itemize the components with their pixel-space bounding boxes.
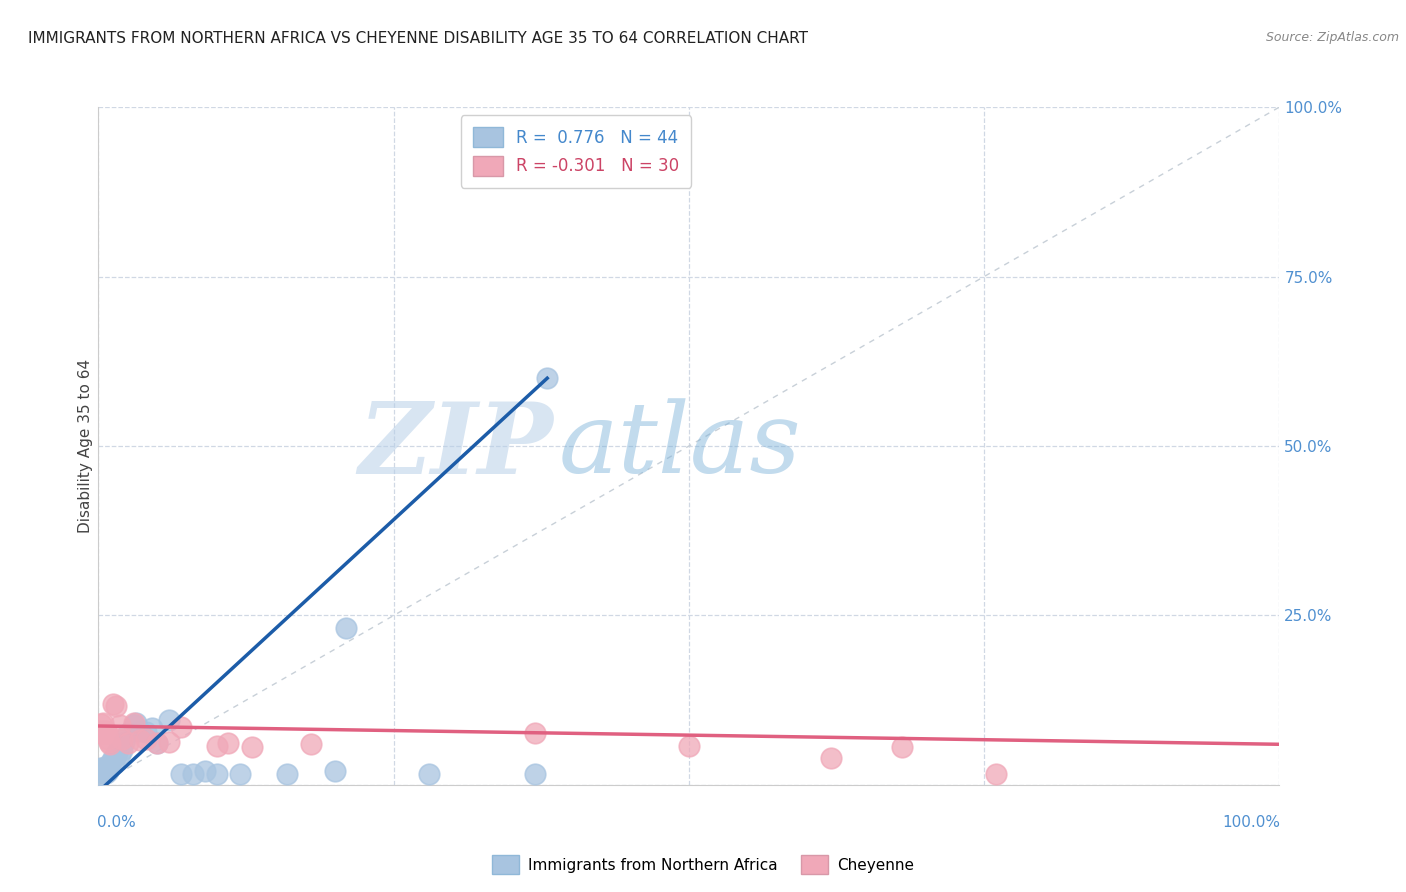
Text: IMMIGRANTS FROM NORTHERN AFRICA VS CHEYENNE DISABILITY AGE 35 TO 64 CORRELATION : IMMIGRANTS FROM NORTHERN AFRICA VS CHEYE… <box>28 31 808 46</box>
Point <box>93 764 115 779</box>
Point <box>89 768 111 782</box>
Point <box>141 721 163 735</box>
Point <box>536 371 558 385</box>
Point <box>108 718 131 732</box>
Point <box>111 731 134 746</box>
Point <box>98 760 121 774</box>
Point <box>194 764 217 779</box>
Point <box>96 763 118 777</box>
Point <box>98 759 121 773</box>
Point <box>229 767 252 781</box>
Point <box>984 767 1007 781</box>
Point <box>98 737 121 751</box>
Point <box>105 699 128 714</box>
Point <box>146 736 169 750</box>
Point <box>276 767 298 781</box>
Text: 0.0%: 0.0% <box>97 815 136 830</box>
Point <box>890 739 912 754</box>
Point <box>93 763 115 777</box>
Point <box>112 734 135 748</box>
Point <box>91 765 114 780</box>
Point <box>128 723 150 738</box>
Point <box>96 726 118 740</box>
Point <box>91 764 114 779</box>
Point <box>128 733 150 747</box>
Point <box>108 747 131 761</box>
Y-axis label: Disability Age 35 to 64: Disability Age 35 to 64 <box>77 359 93 533</box>
Point <box>217 736 239 750</box>
Point <box>91 763 114 777</box>
Point <box>101 751 124 765</box>
Point <box>122 718 145 732</box>
Point <box>323 764 346 779</box>
Point <box>418 767 440 781</box>
Point <box>205 739 228 753</box>
Point <box>170 720 193 734</box>
Point <box>678 739 700 753</box>
Point <box>170 767 193 781</box>
Point <box>94 764 117 779</box>
Point <box>135 725 157 739</box>
Legend: R =  0.776   N = 44, R = -0.301   N = 30: R = 0.776 N = 44, R = -0.301 N = 30 <box>461 115 690 187</box>
Point <box>820 751 842 765</box>
Point <box>91 715 114 730</box>
Text: ZIP: ZIP <box>359 398 553 494</box>
Point <box>89 723 111 738</box>
Point <box>299 737 322 751</box>
Text: Source: ZipAtlas.com: Source: ZipAtlas.com <box>1265 31 1399 45</box>
Point <box>524 726 547 740</box>
Point <box>91 726 114 740</box>
Text: atlas: atlas <box>560 399 801 493</box>
Point <box>89 764 111 779</box>
Point <box>181 767 204 781</box>
Point <box>98 756 121 771</box>
Point <box>335 621 357 635</box>
Point <box>103 754 125 768</box>
Point <box>117 726 139 740</box>
Point <box>135 731 157 746</box>
Point <box>90 761 112 775</box>
Point <box>97 731 120 746</box>
Point <box>146 736 169 750</box>
Legend: Immigrants from Northern Africa, Cheyenne: Immigrants from Northern Africa, Cheyenn… <box>485 849 921 880</box>
Point <box>90 764 112 779</box>
Point <box>94 765 117 780</box>
Point <box>205 767 228 781</box>
Point <box>122 715 145 730</box>
Point <box>97 761 120 775</box>
Point <box>240 739 263 754</box>
Point <box>157 713 180 727</box>
Point <box>105 748 128 763</box>
Point <box>97 764 120 779</box>
Point <box>125 715 148 730</box>
Point <box>105 746 128 760</box>
Point <box>98 734 121 748</box>
Point <box>157 734 180 748</box>
Point <box>524 767 547 781</box>
Point <box>91 761 114 775</box>
Point <box>111 742 134 756</box>
Text: 100.0%: 100.0% <box>1223 815 1281 830</box>
Point <box>94 723 117 738</box>
Point <box>90 717 112 731</box>
Point <box>93 723 115 738</box>
Point <box>117 736 139 750</box>
Point <box>101 697 124 711</box>
